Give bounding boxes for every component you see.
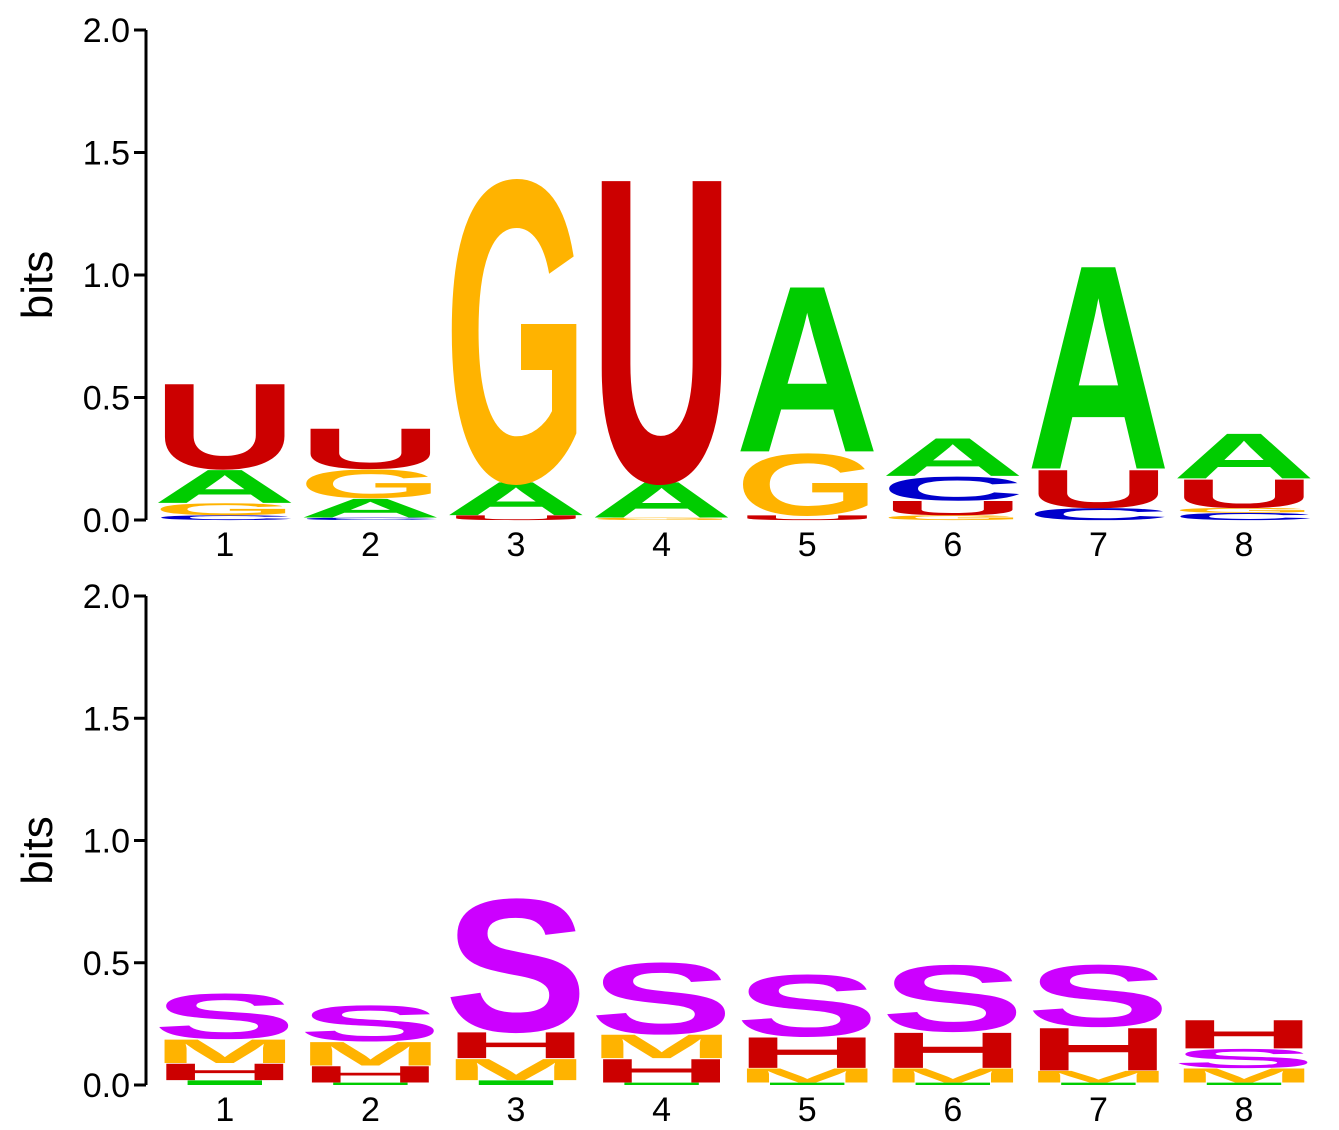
logo-letter-g: G [735,435,879,534]
logo-letter-m: M [881,1064,1025,1087]
x-tick-label: 3 [507,526,526,564]
logo-letter-h: H [590,1052,734,1090]
logo-letter-a: A [299,493,443,523]
x-tick-label: 4 [652,526,671,564]
logo-letter-a: A [153,460,297,513]
logo-letter-m: M [299,1035,443,1073]
logo-letter-c: C [881,470,1025,508]
x-tick-label: 4 [652,1091,671,1129]
logo-letter-s: S [444,860,588,1073]
y-axis-label: bits [13,816,62,884]
x-tick-label: 2 [361,526,380,564]
logo-letter-a: A [1172,420,1316,492]
y-tick-label: 0.0 [83,502,130,540]
logo-letter-h: H [1027,1015,1171,1083]
logo-letter-c: C [1172,511,1316,522]
x-tick-label: 2 [361,1091,380,1129]
logo-letter-u: U [735,514,879,522]
logo-letter-i: I [590,1082,734,1086]
logo-letter-a: A [590,471,734,528]
logo-letter-m: M [735,1064,879,1087]
logo-letter-i: I [735,1082,879,1086]
x-tick-label: 7 [1089,1091,1108,1129]
logo-letter-h: H [1172,1012,1316,1057]
x-tick-label: 1 [215,1091,234,1129]
logo-letter-i: I [881,1082,1025,1086]
logo-letter-m: M [1027,1067,1171,1086]
logo-letter-u: U [1027,458,1171,519]
y-tick-label: 1.5 [83,135,130,173]
x-tick-label: 8 [1235,526,1254,564]
x-tick-label: 6 [943,526,962,564]
logo-letter-u: U [153,358,297,494]
y-tick-label: 1.0 [83,823,130,861]
logo-letter-c: C [153,514,297,522]
x-tick-label: 3 [507,1091,526,1129]
y-tick-label: 1.0 [83,257,130,295]
y-axis-label: bits [13,251,62,319]
y-tick-label: 2.0 [83,12,130,50]
logo-letter-s: S [590,942,734,1056]
logo-letter-s: S [881,946,1025,1052]
y-tick-label: 0.5 [83,380,130,418]
logo-letter-m: M [153,1033,297,1071]
logo-letter-u: U [299,416,443,481]
logo-letter-m: M [1172,1064,1316,1087]
logo-letter-u: U [444,514,588,522]
y-tick-label: 0.0 [83,1067,130,1105]
x-tick-label: 6 [943,1091,962,1129]
logo-letter-a: A [735,236,879,502]
logo-letter-s: S [1027,946,1171,1045]
logo-letter-s: S [735,956,879,1055]
logo-letter-i: I [1172,1082,1316,1086]
logo-letter-m: M [590,1028,734,1066]
logo-letter-m: M [444,1053,588,1087]
logo-letter-h: H [153,1059,297,1086]
logo-letter-g: G [444,91,588,574]
x-tick-label: 1 [215,526,234,564]
logo-letter-a: A [881,427,1025,488]
logo-letter-a: A [444,472,588,525]
y-tick-label: 2.0 [83,578,130,616]
y-tick-label: 0.5 [83,945,130,983]
y-tick-label: 1.5 [83,700,130,738]
logo-letter-u: U [590,87,734,573]
logo-letter-c: C [1027,505,1171,524]
logo-letter-i: I [444,1079,588,1087]
logo-letter-g: G [153,500,297,519]
logo-letter-a: A [1027,205,1171,531]
x-tick-label: 5 [798,1091,817,1129]
logo-letter-h: H [299,1061,443,1088]
logo-letter-i: I [299,1082,443,1086]
logo-letter-u: U [1172,471,1316,517]
logo-letter-g: G [590,517,734,521]
logo-letter-i: I [153,1079,297,1087]
logo-letter-g: G [1172,506,1316,514]
logo-letter-h: H [881,1022,1025,1079]
logo-letter-s: S [1172,1043,1316,1073]
x-tick-label: 5 [798,526,817,564]
logo-letter-h: H [444,1024,588,1066]
logo-letter-h: H [735,1028,879,1077]
x-tick-label: 7 [1089,526,1108,564]
logo-letter-c: C [299,517,443,521]
logo-letter-g: G [299,461,443,507]
x-tick-label: 8 [1235,1091,1254,1129]
logo-letter-i: I [1027,1082,1171,1086]
logo-letter-s: S [299,995,443,1052]
logo-letter-s: S [153,980,297,1052]
logo-letter-u: U [881,497,1025,520]
logo-letter-g: G [881,514,1025,522]
